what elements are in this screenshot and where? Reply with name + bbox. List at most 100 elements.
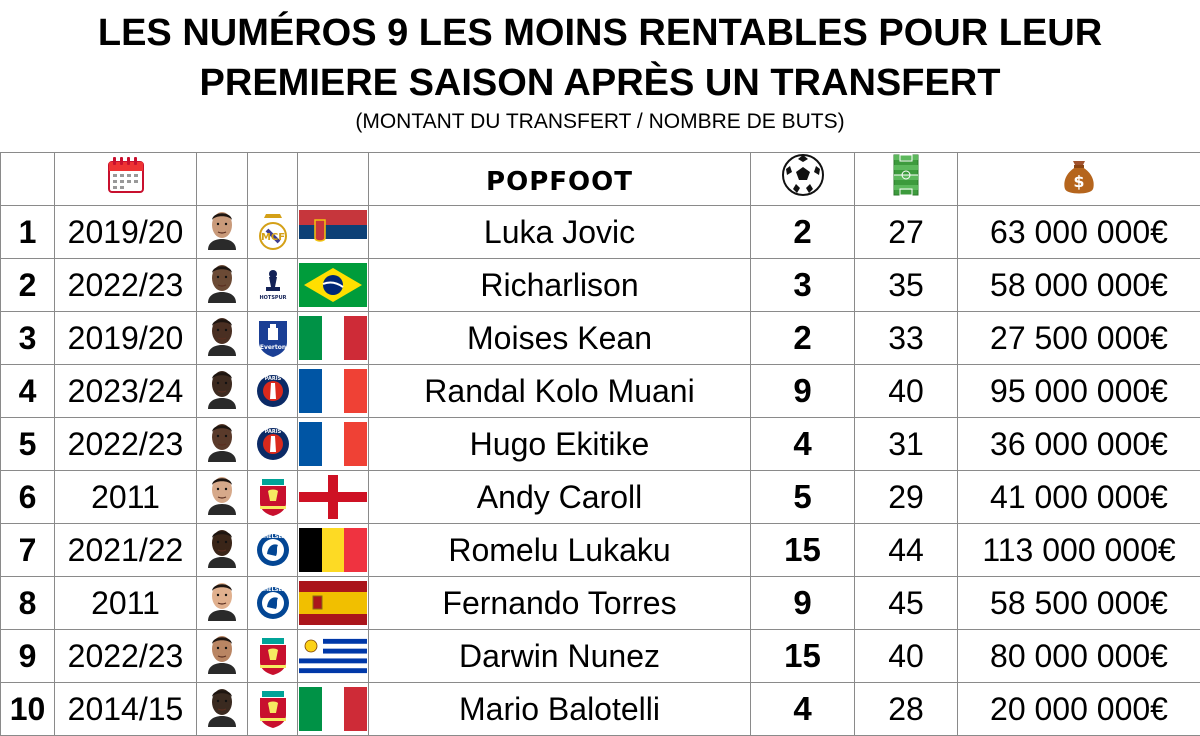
club-cell: MCF xyxy=(248,206,298,259)
player-photo xyxy=(205,577,239,621)
tottenham-crest-icon: HOTSPUR xyxy=(256,265,290,305)
club-cell: CHELSEA xyxy=(248,524,298,577)
flag-cell xyxy=(298,524,369,577)
season-cell: 2022/23 xyxy=(55,418,197,471)
season-cell: 2011 xyxy=(55,471,197,524)
photo-cell xyxy=(197,418,248,471)
liverpool-crest-icon xyxy=(256,636,290,676)
goals-cell: 3 xyxy=(751,259,855,312)
header-flag xyxy=(298,153,369,206)
player-photo xyxy=(205,630,239,674)
fee-cell: 113 000 000€ xyxy=(958,524,1200,577)
photo-cell xyxy=(197,683,248,736)
flag-cell xyxy=(298,471,369,524)
header-logo: POPFOOT xyxy=(369,153,751,206)
goals-cell: 9 xyxy=(751,365,855,418)
header-matches xyxy=(855,153,958,206)
flag-cell xyxy=(298,418,369,471)
fee-cell: 58 000 000€ xyxy=(958,259,1200,312)
flag-cell xyxy=(298,259,369,312)
season-cell: 2019/20 xyxy=(55,312,197,365)
player-name-cell: Richarlison xyxy=(369,259,751,312)
england-flag-icon xyxy=(299,475,367,519)
season-cell: 2023/24 xyxy=(55,365,197,418)
soccer-ball-icon xyxy=(781,153,825,197)
matches-cell: 29 xyxy=(855,471,958,524)
matches-cell: 40 xyxy=(855,365,958,418)
svg-text:CHELSEA: CHELSEA xyxy=(260,587,285,593)
calendar-icon xyxy=(106,156,146,194)
player-name-cell: Moises Kean xyxy=(369,312,751,365)
spain-flag-icon xyxy=(299,581,367,625)
club-cell: PARIS xyxy=(248,418,298,471)
season-cell: 2014/15 xyxy=(55,683,197,736)
player-name-cell: Luka Jovic xyxy=(369,206,751,259)
table-row: 2 2022/23 HOTSPUR Richarlison 3 35 58 00… xyxy=(1,259,1200,312)
chelsea-crest-icon: CHELSEA xyxy=(256,530,290,570)
svg-text:MCF: MCF xyxy=(260,232,284,243)
season-cell: 2022/23 xyxy=(55,259,197,312)
fee-cell: 41 000 000€ xyxy=(958,471,1200,524)
everton-crest-icon: Everton xyxy=(256,318,290,358)
chelsea-crest-icon: CHELSEA xyxy=(256,583,290,623)
player-name-cell: Randal Kolo Muani xyxy=(369,365,751,418)
table-header-row: POPFOOT xyxy=(1,153,1200,206)
psg-crest-icon: PARIS xyxy=(256,424,290,464)
rank-cell: 2 xyxy=(1,259,55,312)
svg-text:HOTSPUR: HOTSPUR xyxy=(259,295,286,301)
fee-cell: 36 000 000€ xyxy=(958,418,1200,471)
photo-cell xyxy=(197,259,248,312)
fee-cell: 63 000 000€ xyxy=(958,206,1200,259)
club-cell xyxy=(248,683,298,736)
rank-cell: 7 xyxy=(1,524,55,577)
player-name-cell: Mario Balotelli xyxy=(369,683,751,736)
rank-cell: 4 xyxy=(1,365,55,418)
player-name-cell: Hugo Ekitike xyxy=(369,418,751,471)
player-photo xyxy=(205,524,239,568)
matches-cell: 35 xyxy=(855,259,958,312)
header: LES NUMÉROS 9 LES MOINS RENTABLES POUR L… xyxy=(0,0,1200,152)
player-name-cell: Andy Caroll xyxy=(369,471,751,524)
goals-cell: 9 xyxy=(751,577,855,630)
player-photo xyxy=(205,206,239,250)
rank-cell: 3 xyxy=(1,312,55,365)
player-photo xyxy=(205,683,239,727)
goals-cell: 5 xyxy=(751,471,855,524)
player-name-cell: Romelu Lukaku xyxy=(369,524,751,577)
belgium-flag-icon xyxy=(299,528,367,572)
brazil-flag-icon xyxy=(299,263,367,307)
season-cell: 2011 xyxy=(55,577,197,630)
matches-cell: 44 xyxy=(855,524,958,577)
fee-cell: 20 000 000€ xyxy=(958,683,1200,736)
matches-cell: 28 xyxy=(855,683,958,736)
france-flag-icon xyxy=(299,422,367,466)
player-photo xyxy=(205,418,239,462)
liverpool-crest-icon xyxy=(256,689,290,729)
page-subtitle: (MONTANT DU TRANSFERT / NOMBRE DE BUTS) xyxy=(0,110,1200,134)
header-rank xyxy=(1,153,55,206)
table-row: 10 2014/15 Mario Balotelli 4 28 20 000 0… xyxy=(1,683,1200,736)
photo-cell xyxy=(197,471,248,524)
matches-cell: 27 xyxy=(855,206,958,259)
header-photo xyxy=(197,153,248,206)
table-row: 5 2022/23 PARIS Hugo Ekitike 4 31 36 000… xyxy=(1,418,1200,471)
flag-cell xyxy=(298,312,369,365)
club-cell: PARIS xyxy=(248,365,298,418)
table-row: 4 2023/24 PARIS Randal Kolo Muani 9 40 9… xyxy=(1,365,1200,418)
goals-cell: 15 xyxy=(751,524,855,577)
fee-cell: 95 000 000€ xyxy=(958,365,1200,418)
france-flag-icon xyxy=(299,369,367,413)
page-title-line2: PREMIERE SAISON APRÈS UN TRANSFERT xyxy=(0,58,1200,108)
season-cell: 2019/20 xyxy=(55,206,197,259)
club-cell: CHELSEA xyxy=(248,577,298,630)
flag-cell xyxy=(298,577,369,630)
svg-text:CHELSEA: CHELSEA xyxy=(260,534,285,540)
italy-flag-icon xyxy=(299,687,367,731)
svg-text:Everton: Everton xyxy=(259,344,285,351)
photo-cell xyxy=(197,206,248,259)
season-cell: 2021/22 xyxy=(55,524,197,577)
goals-cell: 2 xyxy=(751,206,855,259)
rank-cell: 6 xyxy=(1,471,55,524)
photo-cell xyxy=(197,365,248,418)
table-row: 1 2019/20 MCF Luka Jovic 2 27 63 000 000… xyxy=(1,206,1200,259)
